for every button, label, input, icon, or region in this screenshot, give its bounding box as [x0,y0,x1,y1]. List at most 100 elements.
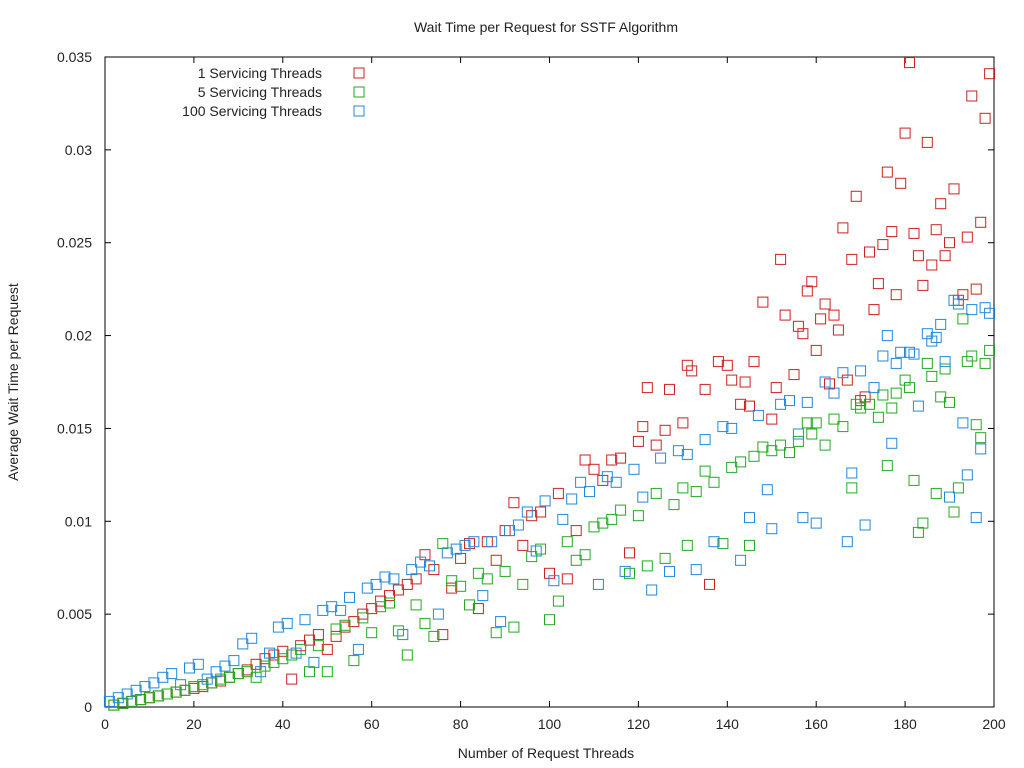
y-tick-label: 0 [84,699,92,715]
data-point [686,365,698,377]
data-point [735,554,747,566]
data-point [872,278,884,290]
data-point [717,421,729,433]
data-point [877,389,889,401]
data-point [472,603,484,615]
legend-label: 100 Servicing Threads [182,103,322,119]
plot-frame [104,56,995,708]
data-point [939,250,951,262]
data-point [388,573,400,585]
data-point [810,517,822,529]
data-point [739,376,751,388]
data-point [304,666,315,678]
data-point [664,383,675,395]
data-point [637,491,649,503]
data-point [944,396,955,408]
data-point [321,643,333,655]
data-point [819,376,831,388]
data-point [312,629,324,641]
data-point [437,629,449,641]
x-tick-label: 140 [716,716,740,732]
data-point [819,298,831,310]
data-point [335,604,347,616]
data-point [944,237,955,249]
data-point [859,519,871,531]
data-point [437,538,449,550]
data-point [628,463,640,475]
data-point [704,578,715,590]
data-point [455,580,467,592]
data-point [877,239,889,251]
data-point [712,356,724,368]
data-point [570,525,582,537]
data-point [446,582,458,594]
data-point [921,357,933,369]
data-point [881,330,893,342]
data-point [752,409,764,421]
data-point [797,328,809,340]
data-point [948,506,960,518]
data-point [948,294,960,306]
data-point [379,571,391,583]
data-point [890,289,902,301]
x-tick-label: 100 [538,716,562,732]
data-point [477,590,489,602]
data-point [948,183,960,195]
data-point [810,417,822,429]
data-point [148,677,160,689]
data-point [184,662,195,674]
data-point [721,359,733,371]
data-point [641,382,653,394]
data-point [317,604,329,616]
data-point [370,578,382,590]
data-point [841,536,853,548]
data-point [339,619,351,631]
data-point [615,452,627,464]
data-point [930,487,942,499]
data-point [397,629,409,641]
data-point [872,411,884,423]
data-point [499,525,511,537]
data-point [672,445,684,457]
data-point [957,417,969,429]
data-point [561,573,573,585]
data-point [770,382,782,394]
data-point [228,655,240,667]
data-point [926,259,938,271]
data-point [970,419,982,431]
data-point [637,421,649,433]
data-point [966,304,978,316]
y-axis-title: Average Wait Time per Request [5,283,21,481]
data-point [659,424,671,436]
data-point [419,617,431,629]
data-point [330,623,342,635]
data-point [726,422,738,434]
data-point [886,226,898,238]
data-point [535,506,547,518]
series-1 [108,57,996,711]
data-point [766,413,778,425]
data-point [561,536,573,548]
legend: 1 Servicing Threads 5 Servicing Threads 10… [182,65,365,119]
data-point [579,549,591,561]
data-point [508,497,520,509]
data-point [726,374,738,386]
data-point [935,198,947,210]
data-point [921,136,933,148]
data-point [966,350,978,362]
data-point [926,370,938,382]
data-point [744,512,755,524]
data-point [895,346,907,358]
data-point [908,348,920,360]
data-point [352,643,364,655]
data-point [384,590,395,602]
data-point [935,318,947,330]
series-2 [108,313,996,711]
data-point [819,439,831,451]
data-point [632,510,644,522]
data-point [837,367,849,379]
data-point [428,630,440,642]
data-point [166,668,178,680]
data-point [264,647,275,659]
data-point [864,398,875,410]
